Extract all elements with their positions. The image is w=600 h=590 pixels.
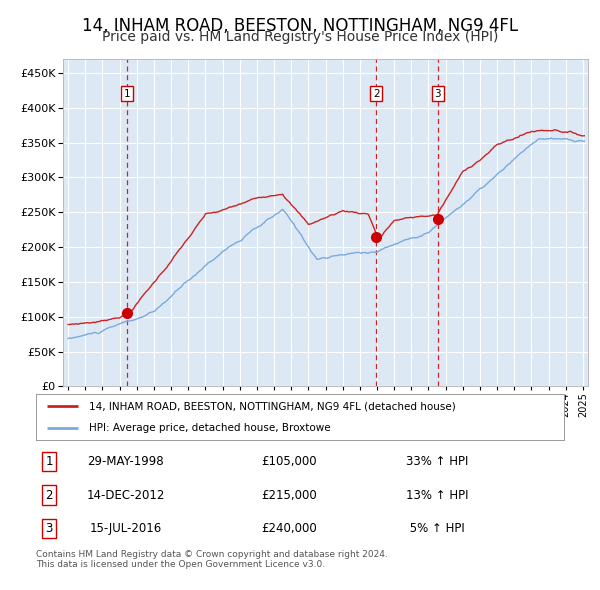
- Text: 2: 2: [373, 89, 380, 99]
- Text: 33% ↑ HPI: 33% ↑ HPI: [406, 455, 468, 468]
- Text: 29-MAY-1998: 29-MAY-1998: [88, 455, 164, 468]
- Text: 1: 1: [46, 455, 53, 468]
- Text: £240,000: £240,000: [262, 522, 317, 535]
- Text: 3: 3: [46, 522, 53, 535]
- Text: Contains HM Land Registry data © Crown copyright and database right 2024.
This d: Contains HM Land Registry data © Crown c…: [36, 550, 388, 569]
- Text: 15-JUL-2016: 15-JUL-2016: [89, 522, 162, 535]
- Text: 14-DEC-2012: 14-DEC-2012: [86, 489, 165, 502]
- Text: 14, INHAM ROAD, BEESTON, NOTTINGHAM, NG9 4FL: 14, INHAM ROAD, BEESTON, NOTTINGHAM, NG9…: [82, 17, 518, 35]
- Text: 13% ↑ HPI: 13% ↑ HPI: [406, 489, 468, 502]
- Text: 5% ↑ HPI: 5% ↑ HPI: [406, 522, 464, 535]
- Text: 1: 1: [124, 89, 130, 99]
- Text: 3: 3: [434, 89, 441, 99]
- Text: 2: 2: [46, 489, 53, 502]
- Text: 14, INHAM ROAD, BEESTON, NOTTINGHAM, NG9 4FL (detached house): 14, INHAM ROAD, BEESTON, NOTTINGHAM, NG9…: [89, 401, 455, 411]
- Text: HPI: Average price, detached house, Broxtowe: HPI: Average price, detached house, Brox…: [89, 423, 331, 433]
- Text: £215,000: £215,000: [262, 489, 317, 502]
- Text: Price paid vs. HM Land Registry's House Price Index (HPI): Price paid vs. HM Land Registry's House …: [102, 30, 498, 44]
- Text: £105,000: £105,000: [262, 455, 317, 468]
